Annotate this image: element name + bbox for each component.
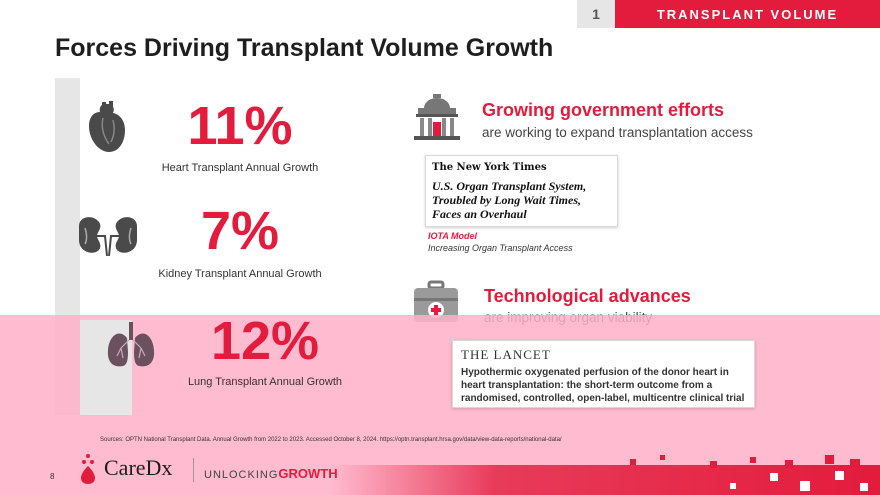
nyt-masthead: The New York Times	[432, 162, 547, 173]
kidney-stat-value: 7%	[200, 201, 280, 261]
lancet-headline: Hypothermic oxygenated perfusion of the …	[461, 367, 745, 404]
heart-stat-caption: Heart Transplant Annual Growth	[161, 162, 319, 174]
lancet-masthead: THE LANCET	[461, 347, 551, 362]
nyt-article-card: The New York Times U.S. Organ Transplant…	[425, 155, 618, 227]
footer-divider	[193, 458, 194, 482]
caredx-drop-icon	[81, 454, 95, 484]
section-number: 1	[577, 0, 615, 28]
medical-kit-icon	[412, 280, 460, 324]
iota-label: IOTA Model	[428, 231, 477, 241]
footer-tagline: UNLOCKINGGROWTH	[204, 466, 338, 481]
government-subheading: are working to expand transplantation ac…	[482, 125, 753, 140]
heart-icon	[85, 100, 129, 156]
page-number: 8	[50, 472, 55, 481]
iota-sublabel: Increasing Organ Transplant Access	[428, 243, 573, 253]
government-heading: Growing government efforts	[482, 100, 725, 120]
caredx-logo: CareDx	[78, 452, 172, 484]
lungs-icon	[105, 322, 157, 370]
tagline-emphasis: GROWTH	[278, 466, 338, 481]
company-name: CareDx	[104, 455, 173, 480]
sources-note: Sources: OPTN National Transplant Data. …	[100, 437, 562, 443]
decorative-pixel-pattern	[330, 455, 880, 495]
section-label: TRANSPLANT VOLUME	[615, 0, 880, 28]
lancet-article-card: THE LANCET Hypothermic oxygenated perfus…	[452, 340, 755, 408]
tagline-prefix: UNLOCKING	[204, 469, 279, 481]
kidneys-icon	[75, 212, 141, 256]
page-title: Forces Driving Transplant Volume Growth	[55, 34, 554, 62]
lung-stat-value: 12%	[210, 311, 320, 371]
technology-heading: Technological advances	[484, 286, 691, 306]
nyt-headline: U.S. Organ Transplant System, Troubled b…	[432, 179, 587, 221]
heart-stat-value: 11%	[187, 96, 293, 156]
government-building-icon	[412, 92, 462, 144]
lung-stat-caption: Lung Transplant Annual Growth	[187, 376, 343, 388]
kidney-stat-caption: Kidney Transplant Annual Growth	[158, 268, 322, 280]
